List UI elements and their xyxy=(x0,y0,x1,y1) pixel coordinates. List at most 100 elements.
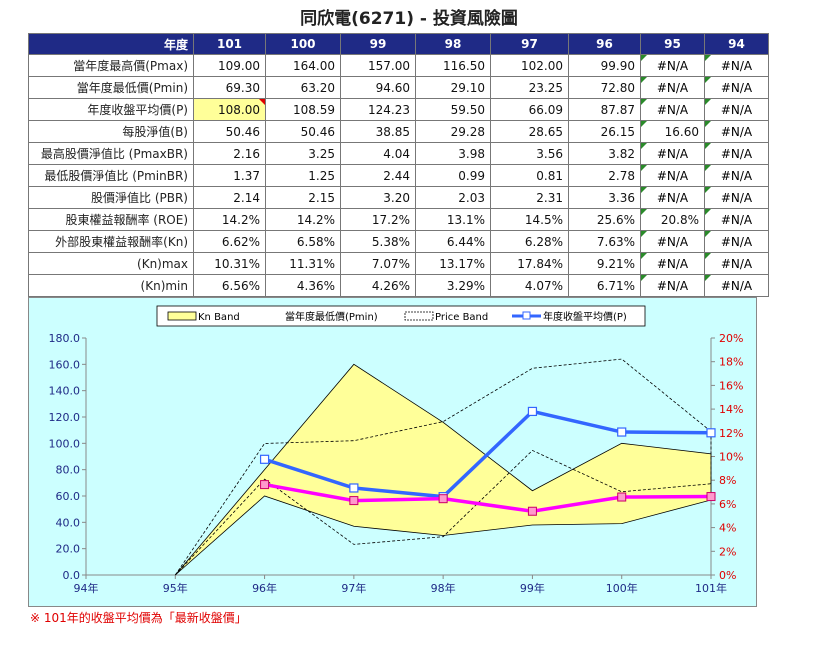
table-row: 每股淨值(B) 50.46 50.46 38.85 29.28 28.65 26.15 16.… xyxy=(28,120,769,143)
table-cell: 5.38% xyxy=(340,230,416,253)
table-cell: #N/A xyxy=(640,164,705,187)
row-label: 股價淨值比 (PBR) xyxy=(28,186,194,209)
table-cell: #N/A xyxy=(704,164,769,187)
table-cell: 2.31 xyxy=(490,186,569,209)
year-header: 97 xyxy=(490,33,569,55)
row-label: 最高股價淨值比 (PmaxBR) xyxy=(28,142,194,165)
row-label: 當年度最高價(Pmax) xyxy=(28,54,194,77)
table-cell: 59.50 xyxy=(415,98,491,121)
year-header: 96 xyxy=(568,33,641,55)
table-cell: 13.1% xyxy=(415,208,491,231)
avg-price-point xyxy=(706,428,716,438)
year-header: 100 xyxy=(265,33,341,55)
corner-cell: 年度 xyxy=(28,33,194,55)
table-cell: 102.00 xyxy=(490,54,569,77)
table-cell: 2.78 xyxy=(568,164,641,187)
table-cell: 29.28 xyxy=(415,120,491,143)
year-header: 95 xyxy=(640,33,705,55)
table-cell: #N/A xyxy=(640,98,705,121)
price-band-swatch xyxy=(404,311,434,321)
legend-avg-price: 年度收盤平均價(P) xyxy=(543,310,627,323)
table-cell: #N/A xyxy=(640,186,705,209)
y2-tick-label: 12% xyxy=(719,427,743,440)
y-tick-label: 100.0 xyxy=(49,437,81,450)
kn-point xyxy=(349,496,359,506)
y2-tick-label: 2% xyxy=(719,545,736,558)
table-cell: 38.85 xyxy=(340,120,416,143)
table-cell: 2.14 xyxy=(193,186,266,209)
avg-price-point xyxy=(259,454,270,464)
table-cell: 4.04 xyxy=(340,142,416,165)
kn-point xyxy=(527,506,537,516)
table-cell: #N/A xyxy=(640,274,705,297)
table-cell: 116.50 xyxy=(415,54,491,77)
row-label: 最低股價淨值比 (PminBR) xyxy=(28,164,194,187)
kn-point xyxy=(260,480,270,490)
legend-box xyxy=(156,305,646,327)
table-cell: 2.03 xyxy=(415,186,491,209)
kn-band-swatch xyxy=(167,311,197,321)
table-cell: 2.44 xyxy=(340,164,416,187)
x-tick-label: 96年 xyxy=(252,581,277,595)
table-cell: #N/A xyxy=(640,142,705,165)
table-row: 當年度最高價(Pmax) 109.00 164.00 157.00 116.50 102.… xyxy=(28,54,769,77)
table-cell: 72.80 xyxy=(568,76,641,99)
table-cell: 157.00 xyxy=(340,54,416,77)
kn-point xyxy=(438,494,448,504)
table-cell: 16.60 xyxy=(640,120,705,143)
table-cell: 124.23 xyxy=(340,98,416,121)
chart-area: 0.0 20.0 40.0 60.0 80.0 100.0 120.0 140.0 160.0 1… xyxy=(28,297,757,607)
kn-point xyxy=(706,492,716,502)
table-cell: 25.6% xyxy=(568,208,641,231)
table-row: 最高股價淨值比 (PmaxBR) 2.16 3.25 4.04 3.98 3.56 3.82… xyxy=(28,142,769,165)
table-cell: 14.2% xyxy=(265,208,341,231)
y-tick-label: 160.0 xyxy=(49,358,81,371)
y2-tick-label: 10% xyxy=(719,451,743,464)
table-cell: 14.2% xyxy=(193,208,266,231)
table-row: 年度收盤平均價(P) 108.00 108.59 124.23 59.50 66.09 87… xyxy=(28,98,769,121)
table-cell: 7.63% xyxy=(568,230,641,253)
table-row: 當年度最低價(Pmin) 69.30 63.20 94.60 29.10 23.25 72.… xyxy=(28,76,769,99)
table-cell: #N/A xyxy=(640,230,705,253)
table-row: 最低股價淨值比 (PminBR) 1.37 1.25 2.44 0.99 0.81 2.78… xyxy=(28,164,769,187)
kn-point xyxy=(617,492,627,502)
table-cell: 87.87 xyxy=(568,98,641,121)
row-label: (Kn)min xyxy=(28,274,194,297)
table-cell: 3.56 xyxy=(490,142,569,165)
y-tick-label: 180.0 xyxy=(49,332,81,345)
x-tick-label: 99年 xyxy=(520,581,545,595)
table-cell: 2.15 xyxy=(265,186,341,209)
y2-tick-label: 0% xyxy=(719,569,736,582)
table-cell: #N/A xyxy=(704,54,769,77)
table-cell: 3.29% xyxy=(415,274,491,297)
x-tick-label: 94年 xyxy=(74,581,99,595)
table-cell: 3.25 xyxy=(265,142,341,165)
year-header: 99 xyxy=(340,33,416,55)
table-cell: #N/A xyxy=(704,230,769,253)
table-cell: 1.25 xyxy=(265,164,341,187)
table-row: (Kn)min 6.56% 4.36% 4.26% 3.29% 4.07% 6.71% #N/… xyxy=(28,274,769,297)
table-cell: 4.26% xyxy=(340,274,416,297)
row-label: 外部股東權益報酬率(Kn) xyxy=(28,230,194,253)
year-header: 94 xyxy=(704,33,769,55)
year-header: 101 xyxy=(193,33,266,55)
table-row: (Kn)max 10.31% 11.31% 7.07% 13.17% 17.84% 9.21… xyxy=(28,252,769,275)
y-tick-label: 60.0 xyxy=(56,490,81,503)
legend-pmin: 當年度最低價(Pmin) xyxy=(285,310,378,323)
table-cell: 108.59 xyxy=(265,98,341,121)
table-cell: 11.31% xyxy=(265,252,341,275)
x-tick-label: 97年 xyxy=(341,581,366,595)
table-cell: 17.2% xyxy=(340,208,416,231)
row-label: 每股淨值(B) xyxy=(28,120,194,143)
table-cell: 14.5% xyxy=(490,208,569,231)
table-cell: 109.00 xyxy=(193,54,266,77)
avg-price-point xyxy=(527,406,538,417)
legend-kn-band: Kn Band xyxy=(198,312,240,323)
table-row: 外部股東權益報酬率(Kn) 6.62% 6.58% 5.38% 6.44% 6.28% 7.… xyxy=(28,230,769,253)
kn-line xyxy=(264,482,712,514)
table-cell: 6.44% xyxy=(415,230,491,253)
y2-tick-label: 4% xyxy=(719,522,736,535)
x-tick-label: 98年 xyxy=(431,581,456,595)
table-cell: #N/A xyxy=(704,208,769,231)
table-cell: 3.98 xyxy=(415,142,491,165)
